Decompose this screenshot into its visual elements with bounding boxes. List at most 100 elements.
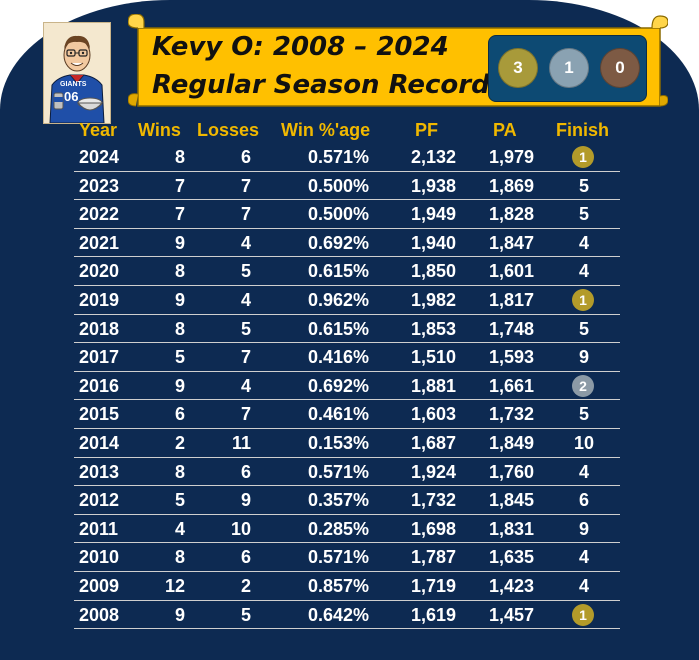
gold-medal-icon: 1	[572, 288, 594, 311]
cell-pa: 1,601	[488, 261, 534, 282]
cell-losses: 4	[240, 289, 251, 310]
table-row: 2020 8 5 0.615% 1,850 1,601 4	[74, 257, 620, 286]
jersey-text: GIANTS	[60, 81, 87, 88]
cell-wins: 8	[174, 461, 185, 482]
cell-pf: 1,687	[410, 432, 456, 453]
cell-year: 2020	[79, 261, 120, 282]
cell-finish: 5	[578, 204, 589, 225]
title-line-2: Regular Season Records	[152, 70, 506, 100]
cell-losses: 4	[240, 375, 251, 396]
cell-win-pct: 0.615%	[307, 261, 369, 282]
cell-finish: 6	[578, 490, 589, 511]
cell-pa: 1,869	[488, 175, 534, 196]
cell-losses: 11	[231, 432, 251, 453]
cell-pf: 1,787	[410, 547, 456, 568]
cell-pf: 2,132	[410, 147, 456, 167]
cell-pa: 1,847	[488, 232, 534, 253]
header-pf: PF	[415, 120, 439, 140]
cell-win-pct: 0.500%	[307, 175, 369, 196]
silver-medal-icon: 2	[572, 374, 594, 397]
cell-pa: 1,635	[488, 547, 534, 568]
cell-finish: 4	[578, 261, 589, 282]
cell-wins: 8	[174, 261, 185, 282]
cell-win-pct: 0.416%	[307, 347, 369, 368]
cell-losses: 5	[240, 604, 251, 625]
table-row: 2023 7 7 0.500% 1,938 1,869 5	[74, 172, 620, 201]
cell-wins: 7	[174, 175, 185, 196]
cell-wins: 5	[174, 347, 185, 368]
cell-year: 2017	[79, 347, 120, 368]
cell-pa: 1,423	[488, 575, 534, 596]
header-losses: Losses	[197, 120, 260, 140]
cell-pf: 1,850	[410, 261, 456, 282]
cell-wins: 9	[174, 232, 185, 253]
table-row: 2008 9 5 0.642% 1,619 1,457 1	[74, 601, 620, 630]
cell-win-pct: 0.571%	[307, 461, 369, 482]
bronze-medal-count: 0	[600, 48, 640, 88]
cell-win-pct: 0.692%	[307, 375, 369, 396]
table-header: Year Wins Losses Win %'age PF PA Finish	[0, 118, 699, 142]
table-row: 2011 4 10 0.285% 1,698 1,831 9	[74, 515, 620, 544]
cell-losses: 5	[240, 261, 251, 282]
cell-wins: 8	[174, 318, 185, 339]
header-finish: Finish	[556, 120, 609, 140]
header-wins: Wins	[138, 120, 181, 140]
cell-losses: 4	[240, 232, 251, 253]
table-row: 2024 8 6 0.571% 2,132 1,979 1	[74, 143, 620, 172]
cell-pa: 1,979	[488, 147, 534, 167]
cell-year: 2021	[79, 232, 120, 253]
cell-pa: 1,593	[488, 347, 534, 368]
cell-pf: 1,881	[410, 375, 456, 396]
records-table: 2024 8 6 0.571% 2,132 1,979 1 2023 7 7 0.500% 1,938…	[74, 143, 620, 630]
table-row: 2022 7 7 0.500% 1,949 1,828 5	[74, 200, 620, 229]
table-row: 2013 8 6 0.571% 1,924 1,760 4	[74, 458, 620, 487]
table-row: 2015 6 7 0.461% 1,603 1,732 5	[74, 400, 620, 429]
cell-win-pct: 0.153%	[307, 432, 369, 453]
cell-pa: 1,760	[488, 461, 534, 482]
cell-finish: 4	[578, 461, 589, 482]
cell-win-pct: 0.692%	[307, 232, 369, 253]
cell-finish: 9	[578, 347, 589, 368]
cell-finish: 10	[573, 432, 595, 453]
table-row: 2017 5 7 0.416% 1,510 1,593 9	[74, 343, 620, 372]
gold-medal-icon: 1	[572, 146, 594, 168]
cell-wins: 2	[174, 432, 185, 453]
cell-wins: 9	[174, 289, 185, 310]
cell-wins: 6	[174, 404, 185, 425]
cell-win-pct: 0.962%	[307, 289, 369, 310]
cell-losses: 10	[230, 518, 251, 539]
cell-pa: 1,817	[488, 289, 534, 310]
header-pa: PA	[493, 120, 517, 140]
cell-pf: 1,949	[410, 204, 456, 225]
cell-year: 2016	[79, 375, 120, 396]
title-line-1: Kevy O: 2008 – 2024	[152, 32, 449, 62]
cell-pf: 1,603	[410, 404, 456, 425]
jersey-number: 06	[64, 89, 79, 104]
cell-finish: 5	[578, 404, 589, 425]
cell-losses: 6	[240, 461, 251, 482]
cell-losses: 2	[240, 575, 251, 596]
cell-win-pct: 0.285%	[307, 518, 369, 539]
avatar	[43, 22, 111, 124]
cell-year: 2015	[79, 404, 120, 425]
cell-wins: 9	[174, 375, 185, 396]
cell-pa: 1,831	[488, 518, 534, 539]
cell-finish: 5	[578, 175, 589, 196]
cell-finish: 4	[578, 232, 589, 253]
cell-losses: 7	[240, 347, 251, 368]
cell-win-pct: 0.857%	[307, 575, 369, 596]
cell-wins: 8	[174, 547, 185, 568]
cell-wins: 12	[164, 575, 185, 596]
table-row: 2019 9 4 0.962% 1,982 1,817 1	[74, 286, 620, 315]
cell-finish: 5	[578, 318, 589, 339]
cell-year: 2022	[79, 204, 120, 225]
cell-win-pct: 0.500%	[307, 204, 369, 225]
cell-pa: 1,661	[488, 375, 534, 396]
cell-year: 2024	[79, 147, 120, 167]
cell-pf: 1,938	[410, 175, 456, 196]
cell-losses: 5	[240, 318, 251, 339]
cell-finish: 4	[578, 575, 589, 596]
cell-pf: 1,619	[410, 604, 456, 625]
cell-year: 2019	[79, 289, 120, 310]
cell-win-pct: 0.461%	[307, 404, 369, 425]
